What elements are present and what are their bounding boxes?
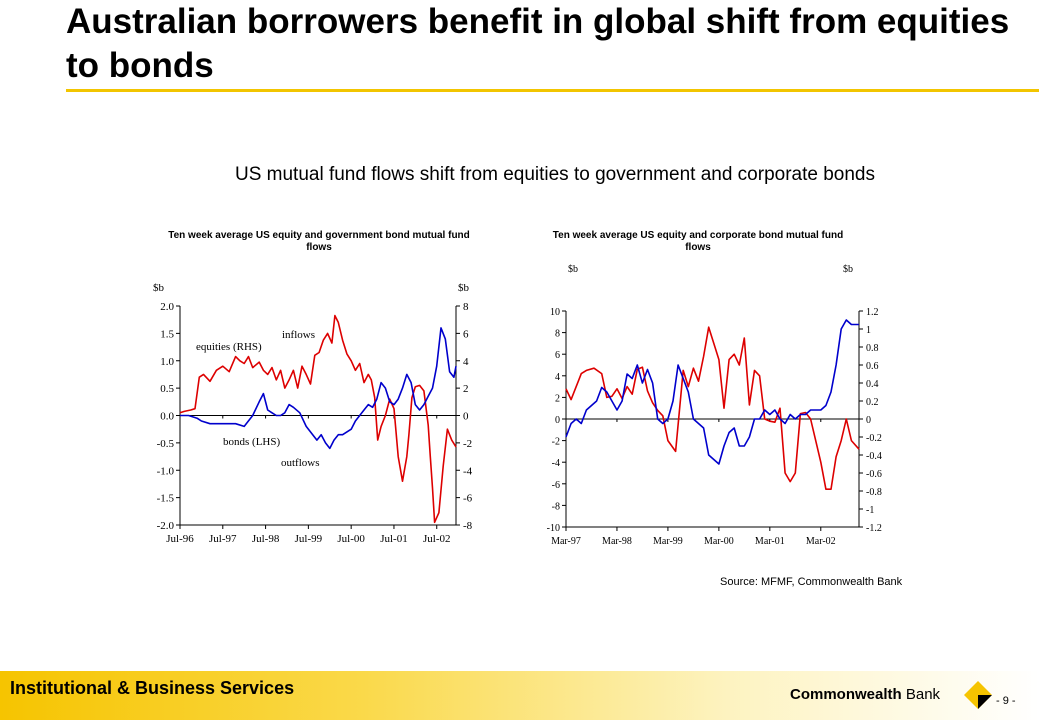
chart2-right-tick-label: 0.2	[866, 397, 879, 408]
chart2-left-tick-label: -8	[552, 501, 560, 512]
chart2-x-tick-label: Mar-01	[755, 536, 785, 547]
chart1-series-blue-line	[180, 327, 457, 450]
chart2-left-tick-label: 0	[555, 415, 560, 426]
chart1-x-tick-label: Jul-02	[423, 533, 451, 545]
chart1-right-tick-label: 2	[463, 383, 469, 395]
chart2-left-tick-label: 4	[555, 372, 560, 383]
title-underline	[66, 89, 1039, 92]
annotation-inflows: inflows	[282, 329, 315, 341]
slide-subtitle: US mutual fund flows shift from equities…	[234, 164, 875, 185]
slide-title: Australian borrowers benefit in global s…	[66, 2, 1010, 85]
chart2-right-tick-label: -0.4	[866, 451, 882, 462]
chart2-left-tick-label: -4	[552, 458, 560, 469]
chart2-x-tick-label: Mar-99	[653, 536, 683, 547]
chart1-left-tick-label: -0.5	[157, 438, 175, 450]
chart2-right-tick-label: 1	[866, 325, 871, 336]
page-number: - 9 -	[996, 695, 1016, 707]
chart1-right-tick-label: 0	[463, 411, 469, 423]
chart2-series-blue-line	[565, 319, 859, 465]
chart2-left-tick-label: -6	[552, 480, 560, 491]
chart2-title: Ten week average US equity and corporate…	[552, 230, 844, 253]
annotation-equities-rhs: equities (RHS)	[196, 341, 262, 353]
chart2-x-tick-label: Mar-97	[551, 536, 581, 547]
chart1-left-tick-label: 2.0	[160, 301, 174, 313]
chart1-left-unit: $b	[153, 282, 165, 294]
chart2-left-unit: $b	[568, 264, 578, 275]
chart2-x-tick-label: Mar-98	[602, 536, 632, 547]
chart2-series-red-line	[565, 326, 860, 491]
chart2-left-tick-label: 8	[555, 329, 560, 340]
chart1-right-tick-label: 8	[463, 301, 469, 313]
chart1-left-tick-label: 1.0	[160, 356, 174, 368]
chart1-right-tick-label: 6	[463, 328, 469, 340]
annotation-outflows: outflows	[281, 457, 320, 469]
chart2-right-unit: $b	[843, 264, 853, 275]
chart1-right-tick-label: -2	[463, 438, 472, 450]
chart1-right-unit: $b	[458, 282, 470, 294]
chart2-right-tick-label: 0	[866, 415, 871, 426]
chart2-right-tick-label: 1.2	[866, 307, 879, 318]
chart2-right-tick-label: 0.6	[866, 361, 879, 372]
chart2-left-tick-label: 6	[555, 350, 560, 361]
chart1-right-tick-label: -4	[463, 465, 473, 477]
chart2-x-tick-label: Mar-00	[704, 536, 734, 547]
chart1-left-tick-label: -2.0	[157, 520, 175, 532]
chart2-right-tick-label: -1.2	[866, 523, 882, 534]
footer-division-label: Institutional & Business Services	[10, 678, 295, 698]
chart1-x-tick-label: Jul-01	[380, 533, 408, 545]
chart1-left-tick-label: 0.5	[160, 383, 174, 395]
chart2-left-tick-label: 2	[555, 393, 560, 404]
chart2-x-tick-label: Mar-02	[806, 536, 836, 547]
chart2-left-tick-label: -2	[552, 437, 560, 448]
chart1-x-tick-label: Jul-98	[252, 533, 280, 545]
chart1-title: Ten week average US equity and governmen…	[168, 230, 470, 252]
chart1-left-tick-label: -1.5	[157, 493, 175, 505]
chart2-right-tick-label: -0.8	[866, 487, 882, 498]
chart2-right-tick-label: -0.2	[866, 433, 882, 444]
source-note: Source: MFMF, Commonwealth Bank	[720, 576, 903, 588]
chart1-series-red-line	[179, 314, 457, 524]
chart2-left-tick-label: 10	[550, 307, 560, 318]
chart2-left-tick-label: -10	[547, 523, 560, 534]
chart2-right-tick-label: -0.6	[866, 469, 882, 480]
chart2-right-tick-label: 0.4	[866, 379, 879, 390]
bank-logo-bold: Commonwealth	[790, 686, 902, 703]
bank-logo: Commonwealth Bank	[790, 686, 940, 703]
chart1-x-tick-label: Jul-96	[166, 533, 194, 545]
chart2-right-tick-label: 0.8	[866, 343, 879, 354]
chart1-x-tick-label: Jul-99	[295, 533, 323, 545]
footer-bar	[0, 671, 1039, 720]
annotation-bonds-lhs: bonds (LHS)	[223, 436, 280, 448]
chart1-right-tick-label: 4	[463, 356, 469, 368]
chart1-left-tick-label: -1.0	[157, 465, 175, 477]
diamond-logo-icon	[963, 680, 993, 710]
chart1-right-tick-label: -8	[463, 520, 473, 532]
chart2-right-tick-label: -1	[866, 505, 874, 516]
chart1-x-tick-label: Jul-00	[337, 533, 365, 545]
chart1-left-tick-label: 0.0	[160, 411, 174, 423]
bank-logo-light: Bank	[901, 686, 941, 703]
chart1-left-tick-label: 1.5	[160, 328, 174, 340]
chart1-x-tick-label: Jul-97	[209, 533, 237, 545]
chart1-right-tick-label: -6	[463, 493, 473, 505]
